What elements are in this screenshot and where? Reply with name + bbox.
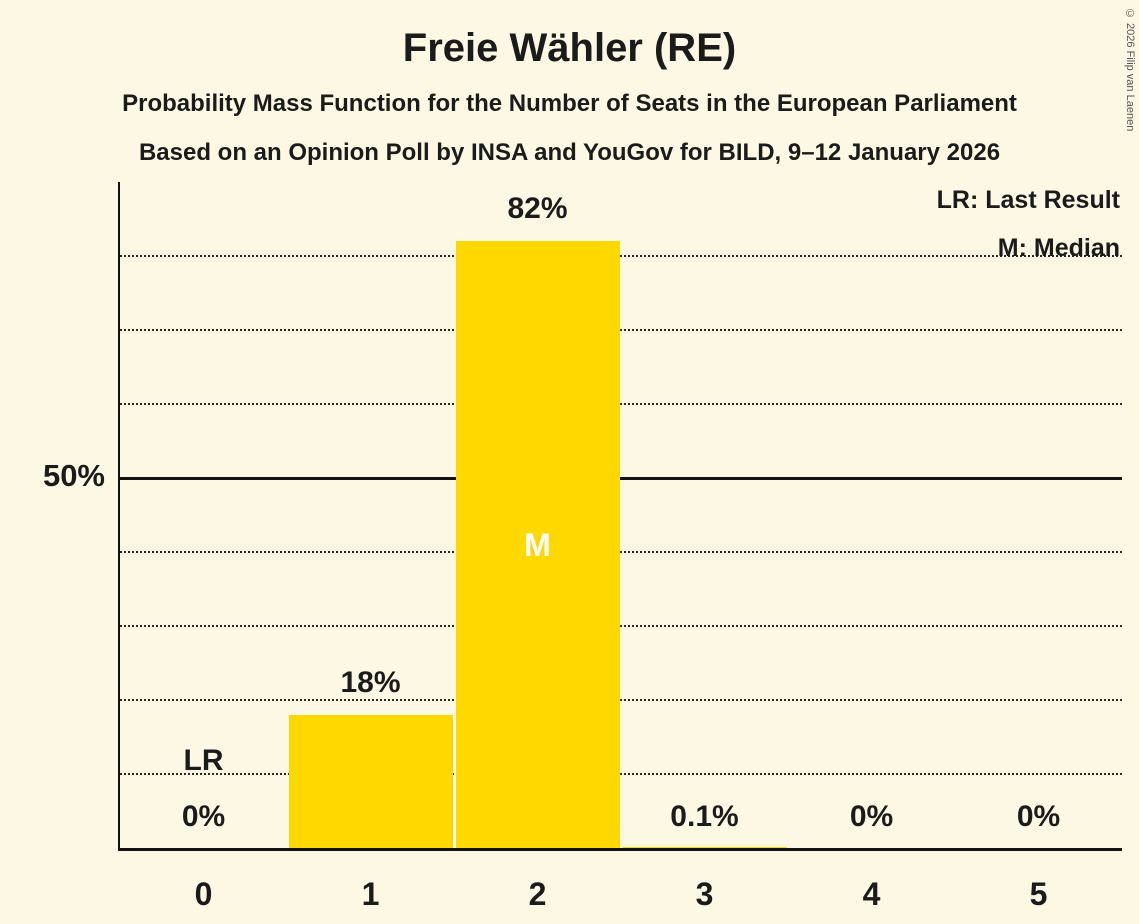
x-axis-line bbox=[118, 848, 1122, 851]
x-tick-5: 5 bbox=[1029, 876, 1048, 912]
chart-subtitle-method: Probability Mass Function for the Number… bbox=[122, 90, 1017, 117]
value-label-1: 18% bbox=[340, 665, 401, 699]
bar-3 bbox=[622, 847, 787, 848]
y-axis-line bbox=[118, 182, 120, 848]
bar-2 bbox=[455, 241, 620, 848]
last-result-label: LR bbox=[183, 744, 224, 777]
x-tick-0: 0 bbox=[194, 876, 213, 912]
median-label: M bbox=[524, 526, 551, 563]
x-tick-3: 3 bbox=[695, 876, 714, 912]
gridline-40pct bbox=[120, 551, 1122, 553]
copyright-text: © 2026 Filip van Laenen bbox=[1124, 8, 1136, 132]
legend-median: M: Median bbox=[997, 234, 1120, 262]
gridline-50pct bbox=[120, 477, 1122, 480]
gridline-20pct bbox=[120, 699, 1122, 701]
x-tick-4: 4 bbox=[862, 876, 881, 912]
gridline-60pct bbox=[120, 403, 1122, 405]
value-label-4: 0% bbox=[849, 800, 894, 833]
legend-last-result: LR: Last Result bbox=[936, 186, 1120, 214]
chart-subtitle-source: Based on an Opinion Poll by INSA and You… bbox=[138, 139, 1001, 166]
gridline-80pct bbox=[120, 255, 1122, 257]
value-label-0: 0% bbox=[181, 800, 226, 833]
chart-title: Freie Wähler (RE) bbox=[402, 26, 737, 70]
gridline-10pct bbox=[120, 773, 1122, 775]
bar-1 bbox=[288, 714, 453, 848]
x-tick-1: 1 bbox=[361, 876, 380, 912]
gridline-70pct bbox=[120, 329, 1122, 331]
y-axis-tick-50: 50% bbox=[42, 458, 105, 493]
value-label-2: 82% bbox=[507, 192, 568, 226]
x-tick-2: 2 bbox=[528, 876, 547, 912]
value-label-5: 0% bbox=[1016, 800, 1061, 833]
gridline-30pct bbox=[120, 625, 1122, 627]
value-label-3: 0.1% bbox=[670, 800, 739, 833]
